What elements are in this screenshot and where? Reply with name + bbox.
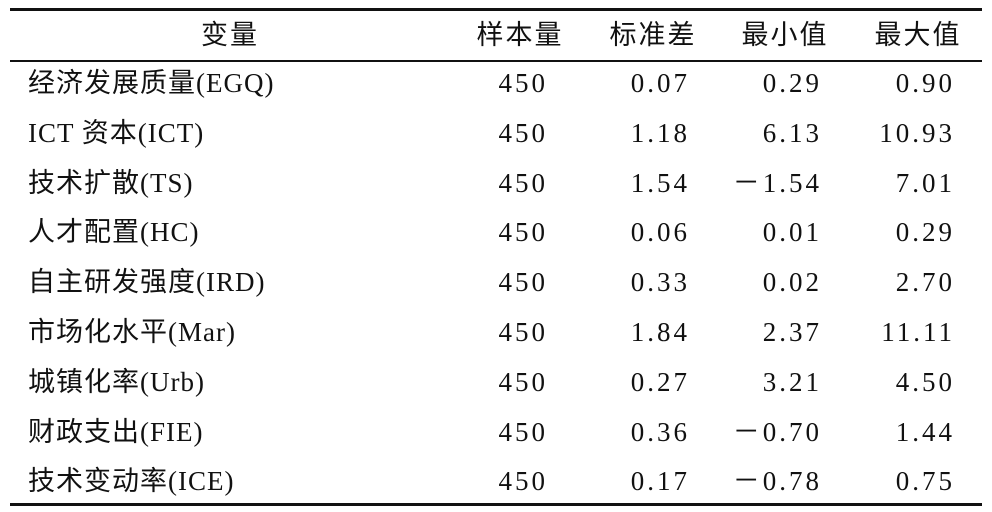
value-cell: 10.93 [879, 117, 955, 148]
header-cell: 最大值 [874, 20, 962, 50]
value-cell: 0.33 [630, 267, 690, 298]
value-cell: 6.13 [762, 117, 822, 148]
value-cell: 450 [498, 167, 548, 198]
value-cell: 4.50 [895, 366, 955, 397]
header-cell: 变量 [201, 20, 259, 50]
value-cell: 3.21 [762, 366, 822, 397]
value-cell: 450 [498, 317, 548, 347]
value-cell: －1.54 [732, 167, 822, 198]
value-cell: －0.78 [732, 466, 822, 497]
value-cell: 0.06 [630, 217, 690, 248]
row-label: 人才配置(HC) [28, 217, 200, 248]
row-label: 城镇化率(Urb) [28, 366, 205, 397]
value-cell: 0.01 [762, 217, 822, 248]
value-cell: 0.17 [630, 466, 690, 497]
value-cell: 0.07 [630, 68, 690, 98]
value-cell: 0.02 [762, 267, 822, 298]
row-label: ICT 资本(ICT) [28, 117, 205, 148]
value-cell: 450 [498, 416, 548, 447]
value-cell: 450 [498, 117, 548, 148]
value-cell: 0.29 [762, 68, 822, 98]
row-label: 技术扩散(TS) [28, 167, 194, 198]
value-cell: 0.36 [630, 416, 690, 447]
value-cell: 1.18 [630, 117, 690, 148]
header-rule [10, 60, 982, 62]
value-cell: －0.70 [732, 416, 822, 447]
value-cell: 2.37 [762, 317, 822, 347]
value-cell: 0.27 [630, 366, 690, 397]
top-rule [10, 8, 982, 11]
value-cell: 450 [498, 267, 548, 298]
value-cell: 1.54 [630, 167, 690, 198]
header-cell: 标准差 [609, 20, 697, 50]
row-label: 经济发展质量(EGQ) [28, 68, 275, 98]
value-cell: 450 [498, 466, 548, 497]
value-cell: 0.90 [895, 68, 955, 98]
value-cell: 450 [498, 217, 548, 248]
value-cell: 2.70 [895, 267, 955, 298]
bottom-rule [10, 503, 982, 506]
value-cell: 1.84 [630, 317, 690, 347]
value-cell: 7.01 [895, 167, 955, 198]
row-label: 自主研发强度(IRD) [28, 267, 266, 298]
value-cell: 11.11 [881, 317, 955, 347]
row-label: 技术变动率(ICE) [28, 466, 235, 497]
row-label: 市场化水平(Mar) [28, 317, 236, 347]
header-cell: 样本量 [476, 20, 564, 50]
value-cell: 0.29 [895, 217, 955, 248]
row-label: 财政支出(FIE) [28, 416, 204, 447]
value-cell: 1.44 [895, 416, 955, 447]
header-cell: 最小值 [741, 20, 829, 50]
value-cell: 450 [498, 366, 548, 397]
value-cell: 450 [498, 68, 548, 98]
value-cell: 0.75 [895, 466, 955, 497]
